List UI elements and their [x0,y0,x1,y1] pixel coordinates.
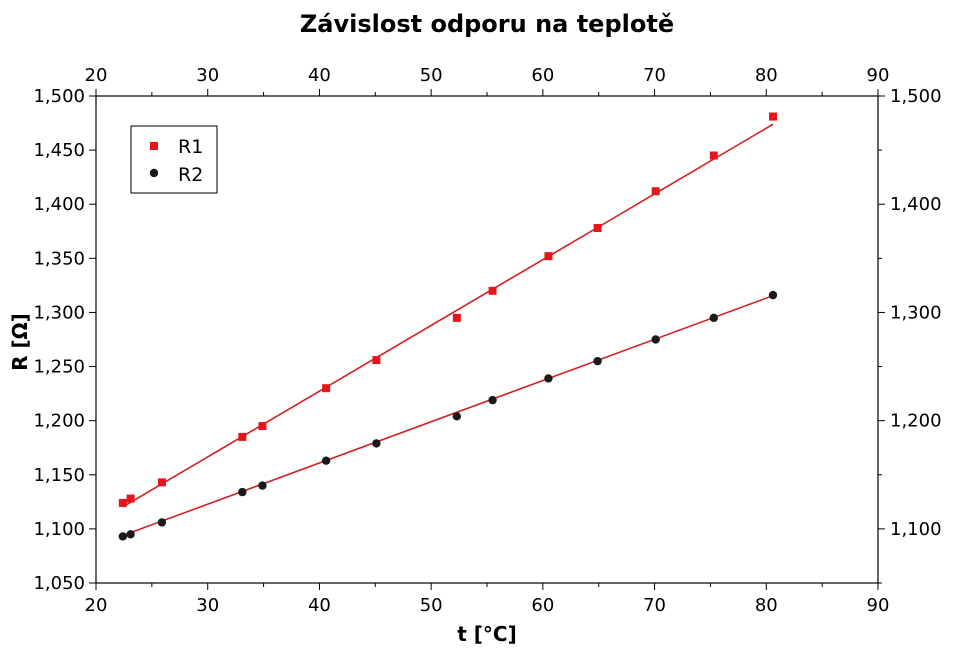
point-r2 [544,374,553,383]
point-r1 [157,478,166,487]
y-tick-label-right: 1,100 [890,519,942,540]
x-tick-label-bottom: 90 [867,595,890,616]
y-tick-label-left: 1,050 [33,573,85,594]
point-r2 [118,532,128,541]
legend-box [130,125,218,194]
point-r1 [593,224,602,233]
point-r1 [126,494,135,503]
x-tick-label-top: 40 [308,65,331,86]
fit-line-r1 [122,123,774,508]
y-tick-label-right: 1,500 [890,86,942,107]
y-tick-label-right: 1,300 [890,302,942,323]
y-tick-label-left: 1,500 [33,86,85,107]
legend: R1 R2 [130,125,218,194]
x-tick-label-bottom: 70 [643,595,666,616]
legend-label-r2: R2 [178,164,203,186]
point-r2 [238,487,247,497]
x-tick-label-top: 50 [420,65,443,86]
y-axis-label: R [Ω] [8,313,32,371]
point-r1 [544,252,553,261]
y-tick-label-left: 1,350 [33,248,85,269]
x-tick-label-top: 90 [867,65,890,86]
y-tick-label-left: 1,300 [33,302,85,323]
x-tick-label-top: 70 [643,65,666,86]
point-r2 [258,481,267,490]
point-r2 [452,412,462,421]
fit-line-r2 [122,294,774,537]
chart-title: Závislost odporu na teplotě [300,10,674,38]
x-tick-label-top: 20 [85,65,108,86]
x-tick-label-bottom: 40 [308,595,331,616]
y-tick-label-left: 1,400 [33,194,85,215]
point-r1 [258,422,267,431]
point-r1 [768,112,777,121]
point-r1 [488,286,497,295]
legend-label-r1: R1 [178,136,203,158]
fit-lines [122,123,774,537]
x-tick-label-bottom: 80 [755,595,778,616]
legend-marker-r1 [150,142,158,150]
x-tick-label-bottom: 30 [196,595,219,616]
plot-area [95,95,879,584]
x-axis-label: t [°C] [457,622,516,646]
axis-ticks: 20 20 30 30 40 40 50 50 60 60 70 70 80 80 90 90 1,050 1,1… [33,65,941,616]
x-tick-label-bottom: 60 [531,595,554,616]
point-r1 [372,356,381,365]
x-tick-label-bottom: 50 [420,595,443,616]
point-r2 [126,530,135,539]
y-tick-label-left: 1,150 [33,465,85,486]
point-r1 [651,187,660,196]
point-r2 [709,313,718,323]
point-r2 [768,290,778,300]
point-r2 [488,395,497,405]
point-r2 [651,335,660,344]
point-r1 [238,432,247,441]
x-tick-label-top: 80 [755,65,778,86]
point-r1 [322,384,331,393]
point-r2 [372,439,381,448]
x-tick-label-top: 30 [196,65,219,86]
point-r1 [709,151,718,160]
y-tick-label-left: 1,200 [33,411,85,432]
legend-marker-r2 [149,168,159,178]
point-r1 [118,498,127,507]
point-r2 [321,456,331,465]
y-tick-label-left: 1,250 [33,357,85,378]
point-r1 [452,313,461,322]
y-tick-label-left: 1,450 [33,140,85,161]
x-tick-label-top: 60 [531,65,554,86]
point-r2 [593,356,602,366]
data-points [118,112,778,541]
y-tick-label-right: 1,200 [890,411,942,432]
point-r2 [157,518,167,527]
y-tick-label-right: 1,400 [890,194,942,215]
y-tick-label-left: 1,100 [33,519,85,540]
x-tick-label-bottom: 20 [85,595,108,616]
